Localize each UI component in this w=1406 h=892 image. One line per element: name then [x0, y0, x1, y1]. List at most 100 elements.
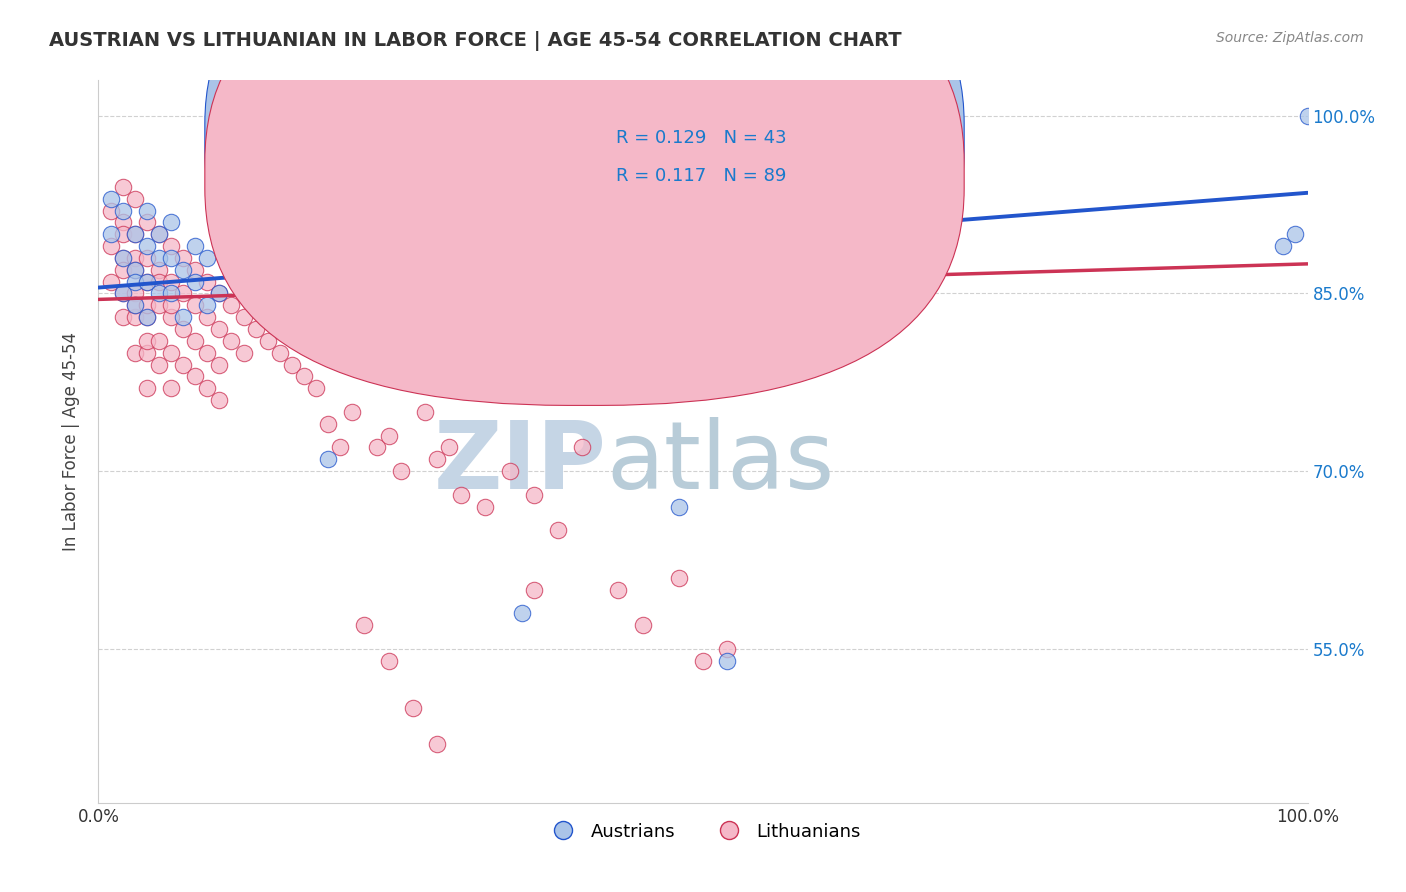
Point [208, 286, 231, 301]
Point [172, 262, 194, 277]
Point [195, 298, 218, 312]
Point [148, 262, 170, 277]
Point [571, 441, 593, 455]
Point [124, 286, 146, 301]
Point [437, 441, 460, 455]
Point [160, 251, 183, 265]
Point [160, 310, 183, 325]
Point [172, 358, 194, 372]
Point [474, 500, 496, 514]
Point [195, 381, 218, 395]
Point [100, 239, 122, 253]
Point [172, 310, 194, 325]
Point [184, 369, 207, 384]
Point [221, 298, 243, 312]
Point [100, 192, 122, 206]
Point [377, 654, 399, 668]
Point [269, 239, 291, 253]
Point [135, 298, 157, 312]
Point [523, 488, 546, 502]
Point [111, 251, 134, 265]
Point [716, 654, 738, 668]
Point [100, 227, 122, 242]
FancyBboxPatch shape [546, 109, 884, 207]
Point [172, 322, 194, 336]
Point [208, 358, 231, 372]
Point [389, 464, 412, 478]
Point [148, 358, 170, 372]
Point [668, 571, 690, 585]
Point [402, 701, 425, 715]
Legend: Austrians, Lithuanians: Austrians, Lithuanians [538, 815, 868, 848]
Point [305, 381, 328, 395]
Point [135, 275, 157, 289]
Point [111, 310, 134, 325]
Point [342, 405, 364, 419]
Point [366, 441, 388, 455]
Point [124, 275, 146, 289]
Text: AUSTRIAN VS LITHUANIAN IN LABOR FORCE | AGE 45-54 CORRELATION CHART: AUSTRIAN VS LITHUANIAN IN LABOR FORCE | … [49, 31, 901, 51]
Text: atlas: atlas [606, 417, 835, 509]
Point [148, 275, 170, 289]
Point [124, 298, 146, 312]
Point [353, 251, 375, 265]
Point [256, 275, 278, 289]
Point [607, 582, 630, 597]
Point [135, 239, 157, 253]
Point [184, 262, 207, 277]
Text: R = 0.117   N = 89: R = 0.117 N = 89 [616, 167, 786, 185]
Point [353, 618, 375, 632]
Point [668, 500, 690, 514]
Point [135, 310, 157, 325]
Point [124, 262, 146, 277]
Point [124, 262, 146, 277]
Point [413, 405, 436, 419]
Point [111, 286, 134, 301]
Point [135, 251, 157, 265]
Point [172, 251, 194, 265]
Point [195, 251, 218, 265]
Point [450, 275, 472, 289]
Point [547, 524, 569, 538]
Point [124, 310, 146, 325]
Point [160, 275, 183, 289]
Y-axis label: In Labor Force | Age 45-54: In Labor Force | Age 45-54 [62, 332, 80, 551]
Point [148, 251, 170, 265]
Point [111, 215, 134, 229]
Point [208, 393, 231, 408]
Point [232, 310, 254, 325]
Point [160, 286, 183, 301]
Point [1296, 109, 1319, 123]
Point [184, 275, 207, 289]
Point [160, 298, 183, 312]
Point [232, 251, 254, 265]
Point [135, 381, 157, 395]
Point [510, 607, 533, 621]
Point [256, 334, 278, 348]
Point [221, 227, 243, 242]
Point [184, 298, 207, 312]
Point [111, 180, 134, 194]
Point [135, 310, 157, 325]
Point [281, 358, 304, 372]
Point [124, 192, 146, 206]
Point [124, 298, 146, 312]
Point [100, 275, 122, 289]
Point [111, 203, 134, 218]
Point [124, 251, 146, 265]
Point [111, 286, 134, 301]
Point [195, 275, 218, 289]
Point [111, 227, 134, 242]
Point [208, 286, 231, 301]
Point [426, 737, 449, 751]
Point [692, 654, 714, 668]
Point [221, 334, 243, 348]
Point [148, 227, 170, 242]
Point [100, 203, 122, 218]
Point [498, 464, 520, 478]
Point [232, 345, 254, 359]
Point [135, 334, 157, 348]
Point [135, 203, 157, 218]
Point [160, 215, 183, 229]
Point [716, 641, 738, 656]
